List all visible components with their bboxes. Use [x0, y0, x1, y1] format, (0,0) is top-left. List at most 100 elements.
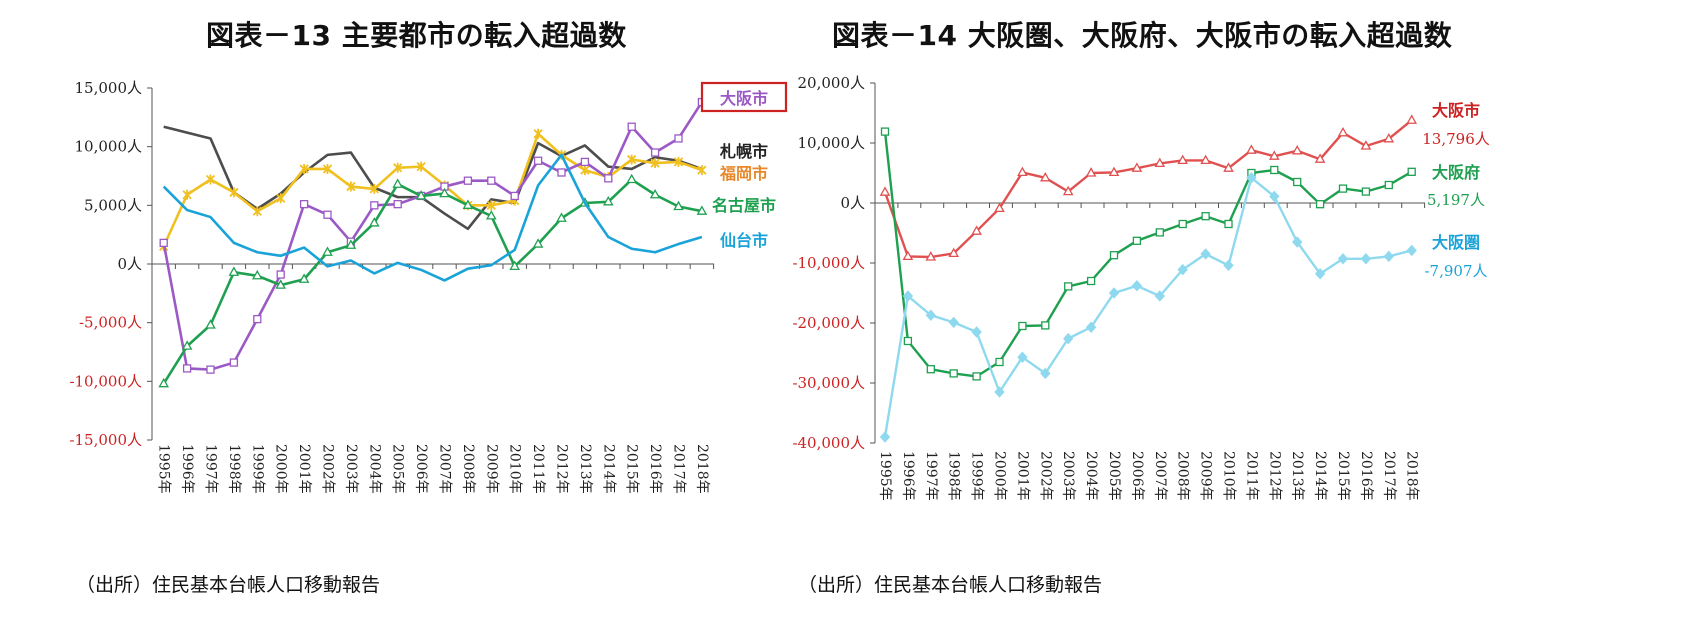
c14-x-tick-label: 2015年: [1335, 451, 1351, 501]
c14-x-tick-label: 2012年: [1266, 451, 1282, 501]
c14-x-tick-label: 2003年: [1060, 451, 1076, 501]
c13-data-point: [253, 314, 262, 324]
c13-data-point: [580, 157, 590, 167]
c13-data-point: [463, 176, 473, 185]
c14-data-point: [1085, 321, 1097, 333]
c13-data-point: [229, 358, 239, 367]
c13-data-point: [556, 212, 567, 222]
c14-data-point: [1406, 114, 1418, 124]
c14-data-point: [1360, 140, 1372, 150]
c13-data-point: [533, 156, 543, 165]
c14-data-point: [972, 372, 981, 381]
c14-data-point: [925, 309, 936, 321]
c14-series-2: [879, 172, 1417, 443]
series-label: 大阪府: [1432, 163, 1480, 182]
legend-box: [700, 81, 788, 113]
c13-data-point: [252, 206, 262, 217]
c13-data-point: [323, 210, 332, 219]
c13-x-tick-label: 2015年: [624, 444, 640, 494]
c14-x-tick-label: 2004年: [1083, 451, 1099, 501]
c13-data-point: [697, 165, 707, 176]
c14-data-point: [971, 326, 982, 338]
c13-x-tick-label: 2016年: [647, 444, 663, 494]
c14-data-point: [1360, 253, 1372, 265]
c13-x-tick-label: 2009年: [483, 444, 499, 494]
c14-series-line: [883, 176, 1413, 438]
c13-data-point: [322, 163, 333, 174]
c14-data-point: [1085, 167, 1097, 177]
c13-x-tick-label: 2008年: [460, 444, 476, 494]
c14-data-point: [1293, 177, 1302, 187]
c14-data-point: [1406, 244, 1417, 257]
c13-series-line: [162, 153, 703, 282]
c14-data-point: [1269, 190, 1280, 203]
series-value-label: 5,197人: [1427, 191, 1485, 209]
c14-x-tick-label: 2001年: [1014, 451, 1030, 501]
c14-x-tick-label: 2000年: [992, 451, 1008, 501]
c14-data-point: [1108, 287, 1120, 299]
c14-data-point: [1086, 276, 1096, 286]
c14-series-0: [879, 114, 1418, 261]
c14-data-point: [1407, 167, 1416, 176]
c14-x-tick-label: 2007年: [1152, 451, 1168, 501]
c13-data-point: [370, 201, 379, 210]
chart-13-source: （出所）住民基本台帳人口移動報告: [76, 574, 381, 596]
c14-data-point: [1132, 236, 1142, 245]
c14-data-point: [1314, 153, 1326, 163]
c14-data-point: [1039, 171, 1051, 182]
c13-data-point: [485, 210, 497, 220]
c14-data-point: [926, 365, 935, 374]
c13-data-point: [205, 319, 216, 329]
c14-y-tick-label: -20,000人: [792, 314, 865, 332]
c13-data-point: [604, 174, 613, 183]
c14-y-tick-label: 10,000人: [798, 134, 866, 152]
c14-data-point: [1338, 184, 1348, 193]
c13-x-tick-label: 1996年: [179, 444, 195, 494]
c13-data-point: [205, 174, 216, 185]
c14-x-tick-label: 1998年: [946, 451, 962, 501]
c13-data-point: [602, 195, 614, 206]
c13-data-point: [580, 165, 590, 176]
c14-data-point: [1018, 321, 1027, 331]
c14-data-point: [1314, 268, 1326, 280]
c13-series-4: [162, 153, 703, 282]
c14-data-point: [1200, 154, 1211, 165]
chart-13-title: 図表－13 主要都市の転入超過数: [206, 19, 627, 52]
c14-data-point: [902, 290, 914, 302]
c14-data-point: [1337, 126, 1349, 137]
c13-x-tick-label: 2017年: [671, 444, 687, 494]
series-value-label: 13,796人: [1422, 130, 1490, 148]
c13-x-tick-label: 1999年: [249, 444, 265, 494]
c14-data-point: [1224, 219, 1233, 229]
c13-data-point: [650, 158, 660, 169]
c13-data-point: [251, 269, 263, 280]
c13-data-point: [393, 162, 403, 173]
c13-data-point: [299, 200, 309, 209]
c14-x-tick-label: 2006年: [1129, 451, 1145, 501]
series-label: 札幌市: [719, 142, 768, 161]
c14-y-tick-label: 0人: [840, 194, 865, 212]
c13-data-point: [416, 161, 426, 172]
c14-data-point: [1268, 150, 1280, 160]
c14-data-point: [879, 431, 891, 443]
c13-data-point: [462, 199, 474, 209]
c14-data-point: [1131, 280, 1143, 292]
c13-data-point: [532, 238, 544, 248]
series-label: 仙台市: [720, 231, 768, 250]
c13-data-point: [510, 191, 519, 201]
c14-x-tick-label: 2018年: [1404, 451, 1420, 501]
c14-x-tick-label: 2010年: [1221, 451, 1237, 501]
c13-x-tick-label: 2003年: [343, 444, 359, 494]
c13-data-point: [229, 187, 239, 198]
c14-data-point: [1063, 332, 1074, 345]
c14-data-point: [1131, 162, 1143, 172]
c14-x-tick-label: 1997年: [923, 451, 939, 501]
c13-data-point: [158, 377, 170, 388]
chart-14-title: 図表－14 大阪圏、大阪府、大阪市の転入超過数: [832, 19, 1453, 52]
c14-x-tick-label: 1995年: [877, 451, 893, 501]
c13-data-point: [557, 168, 566, 177]
c14-data-point: [1337, 253, 1349, 265]
c14-y-tick-label: 20,000人: [798, 74, 866, 92]
c13-x-tick-label: 1997年: [203, 444, 219, 494]
c14-x-tick-label: 1996年: [900, 451, 916, 501]
